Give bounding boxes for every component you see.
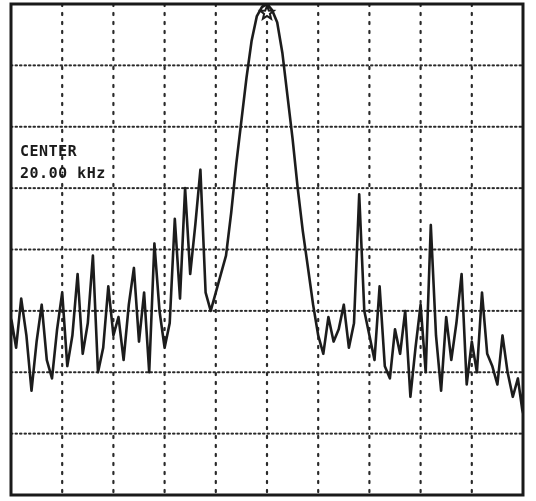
- screen-border: [9, 2, 525, 497]
- graticule: [10, 2, 524, 497]
- marker-layer: [257, 3, 277, 21]
- center-label: CENTER: [20, 142, 78, 160]
- center-frequency-value: 20.00 kHz: [20, 164, 106, 182]
- peak-marker-icon: [257, 3, 277, 21]
